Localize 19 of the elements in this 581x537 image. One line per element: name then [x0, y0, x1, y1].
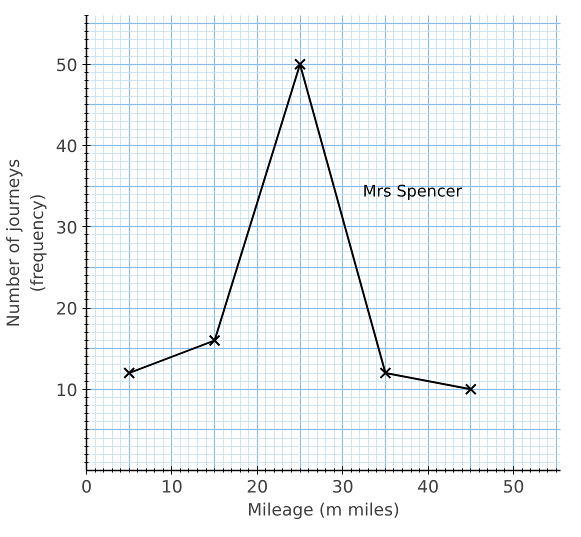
y-tick-label: 50 [56, 56, 78, 76]
point [294, 58, 306, 70]
point [464, 383, 477, 396]
x-tick-label: 20 [246, 478, 268, 498]
y-tick-label: 40 [56, 137, 78, 157]
y-tick-label: 10 [56, 380, 78, 401]
point [208, 334, 221, 346]
x-tick-label: 30 [332, 478, 354, 498]
x-tick-label: 50 [502, 478, 524, 498]
x-axis-title: Mileage (m miles) [247, 500, 400, 520]
y-tick-label: 30 [56, 218, 78, 238]
x-tick-label: 40 [417, 478, 439, 498]
series-label: Mrs Spencer [362, 182, 462, 201]
x-tick-label: 10 [161, 478, 183, 498]
x-tick-label: 0 [81, 478, 92, 498]
y-tick-label: 20 [56, 300, 78, 320]
point [123, 367, 136, 379]
point [379, 367, 392, 379]
y-axis-title: Number of journeys (frequency) [4, 158, 48, 328]
